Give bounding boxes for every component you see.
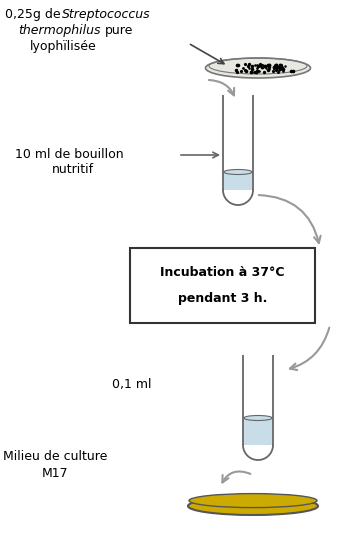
Text: Streptococcus: Streptococcus xyxy=(62,8,151,21)
Text: M17: M17 xyxy=(42,467,69,480)
Text: 10 ml de bouillon: 10 ml de bouillon xyxy=(15,148,123,161)
Polygon shape xyxy=(224,172,252,190)
Polygon shape xyxy=(244,418,272,445)
Ellipse shape xyxy=(224,169,252,174)
Text: 0,1 ml: 0,1 ml xyxy=(112,378,152,391)
Ellipse shape xyxy=(189,494,317,508)
Text: 0,25g de: 0,25g de xyxy=(5,8,65,21)
Ellipse shape xyxy=(205,58,310,78)
Text: Incubation à 37°C: Incubation à 37°C xyxy=(160,266,285,279)
Ellipse shape xyxy=(188,497,318,515)
Text: nutritif: nutritif xyxy=(52,163,94,176)
Text: Milieu de culture: Milieu de culture xyxy=(3,450,107,463)
Text: pure: pure xyxy=(105,24,133,37)
Text: thermophilus: thermophilus xyxy=(18,24,100,37)
FancyBboxPatch shape xyxy=(130,248,315,323)
Text: lyophïlisée: lyophïlisée xyxy=(30,40,97,53)
Text: pendant 3 h.: pendant 3 h. xyxy=(178,292,267,305)
Ellipse shape xyxy=(244,415,272,420)
